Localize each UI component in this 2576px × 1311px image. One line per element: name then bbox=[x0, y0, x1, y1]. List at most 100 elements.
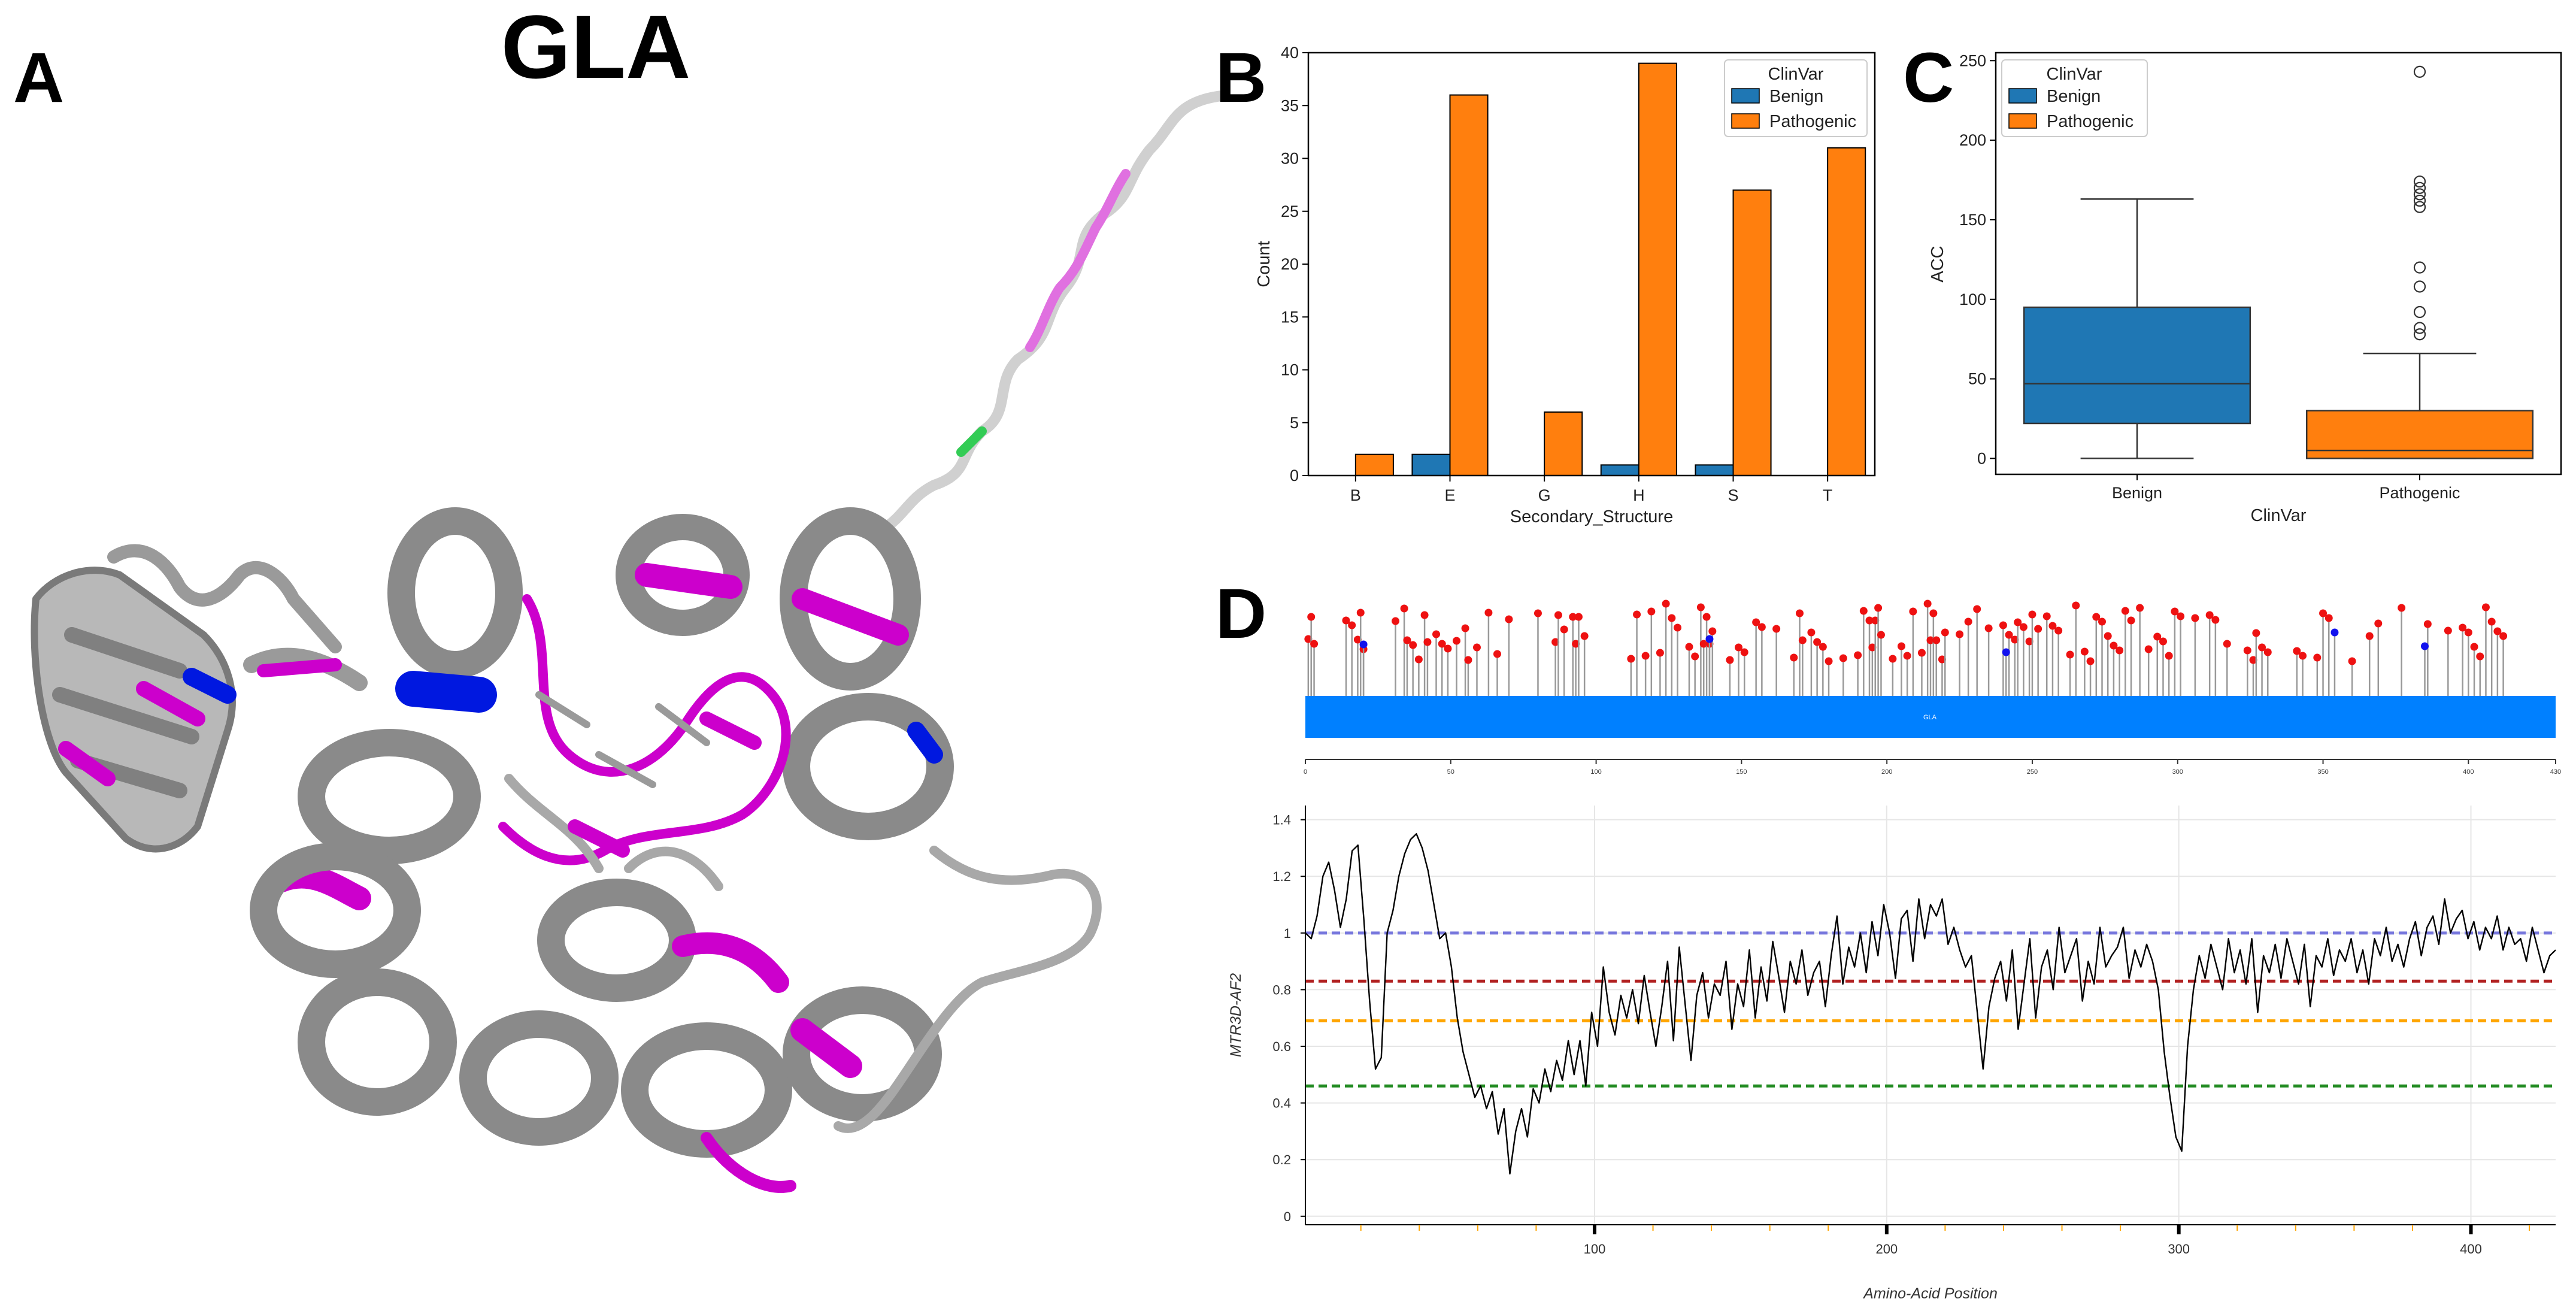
chart-c-legend-title: ClinVar bbox=[2047, 65, 2102, 84]
lollipop-xtick-label: 150 bbox=[1736, 768, 1747, 776]
lollipop-head-pathogenic bbox=[1342, 616, 1350, 625]
lollipop-head-pathogenic bbox=[1554, 611, 1562, 619]
lollipop-head-pathogenic bbox=[1423, 638, 1432, 646]
lollipop-head-pathogenic bbox=[1923, 600, 1932, 608]
panel-label-b: B bbox=[1216, 38, 1266, 117]
chart-d-lollipop: GLA 0 50 100 150 200 250 300 350 400 430 bbox=[1304, 600, 2561, 776]
lollipop-head-pathogenic bbox=[1973, 605, 1981, 613]
lollipop-head-pathogenic bbox=[2365, 632, 2374, 640]
lollipop-domain-bar bbox=[1305, 696, 2556, 738]
chart-c-outlier-pathogenic bbox=[2413, 280, 2426, 293]
lollipop-head-pathogenic bbox=[1403, 636, 1411, 644]
chart-b-bar-pathogenic-S bbox=[1732, 189, 1772, 476]
chart-c-xlabel: ClinVar bbox=[2251, 506, 2307, 525]
lollipop-head-pathogenic bbox=[2092, 613, 2101, 621]
chart-b-legend-title: ClinVar bbox=[1768, 65, 1824, 84]
lollipop-head-pathogenic bbox=[2423, 620, 2432, 628]
lollipop-head-pathogenic bbox=[1569, 613, 1577, 621]
chart-c-frame bbox=[1995, 52, 2562, 476]
lollipop-xtick-label: 350 bbox=[2317, 768, 2328, 776]
lollipop-head-pathogenic bbox=[1708, 627, 1717, 635]
lollipop-head-pathogenic bbox=[2153, 632, 2162, 641]
lollipop-head-pathogenic bbox=[1420, 611, 1429, 619]
chart-b-frame bbox=[1307, 52, 1876, 477]
lollipop-head-benign bbox=[2420, 642, 2429, 650]
lollipop-xtick-label: 0 bbox=[1304, 768, 1307, 776]
lollipop-stems bbox=[1304, 600, 2508, 696]
line-ylabel: MTR3D-AF2 bbox=[1228, 973, 1244, 1057]
chart-c-outlier-pathogenic bbox=[2413, 261, 2426, 274]
lollipop-head-pathogenic bbox=[2110, 641, 2118, 650]
lollipop-head-pathogenic bbox=[2098, 617, 2106, 626]
chart-b-bar-pathogenic-G bbox=[1544, 411, 1583, 476]
chart-c-outlier-pathogenic bbox=[2413, 201, 2426, 213]
lollipop-xtick-label: 250 bbox=[2027, 768, 2038, 776]
lollipop-head-pathogenic bbox=[2487, 617, 2496, 626]
lollipop-head-pathogenic bbox=[2499, 632, 2508, 640]
lollipop-head-pathogenic bbox=[1580, 632, 1589, 640]
chart-b-bar-benign-H bbox=[1600, 464, 1639, 476]
lollipop-head-pathogenic bbox=[1574, 613, 1583, 621]
lollipop-head-pathogenic bbox=[1534, 609, 1542, 617]
chart-c-ylabel: ACC bbox=[1928, 246, 1947, 282]
lollipop-head-pathogenic bbox=[1414, 655, 1423, 664]
line-xticks: 100 200 300 400 bbox=[1584, 1225, 2482, 1256]
lollipop-head-pathogenic bbox=[1874, 604, 1883, 612]
lollipop-head-pathogenic bbox=[1877, 631, 1885, 639]
lollipop-head-pathogenic bbox=[2263, 648, 2272, 656]
lollipop-head-pathogenic bbox=[1868, 643, 1877, 652]
chart-c-outlier-pathogenic bbox=[2413, 65, 2426, 78]
lollipop-head-pathogenic bbox=[1304, 635, 1313, 643]
lollipop-head-pathogenic bbox=[1627, 655, 1635, 663]
panel-a: A GLA bbox=[13, 0, 1227, 1193]
lollipop-head-pathogenic bbox=[1964, 617, 1972, 626]
lollipop-head-pathogenic bbox=[2464, 628, 2472, 637]
lollipop-head-pathogenic bbox=[1825, 657, 1833, 665]
chart-b-bar-pathogenic-H bbox=[1638, 62, 1677, 476]
lollipop-head-pathogenic bbox=[1926, 636, 1935, 644]
lollipop-head-pathogenic bbox=[1572, 640, 1580, 648]
lollipop-head-pathogenic bbox=[1903, 652, 1911, 660]
lollipop-head-pathogenic bbox=[1938, 655, 1946, 664]
lollipop-xtick-label: 50 bbox=[1447, 768, 1454, 776]
lollipop-head-pathogenic bbox=[2398, 604, 2406, 612]
lollipop-head-pathogenic bbox=[1696, 603, 1705, 611]
lollipop-head-pathogenic bbox=[2319, 609, 2328, 617]
line-ytick-label: 0.8 bbox=[1272, 982, 1291, 997]
line-ytick-label: 1.4 bbox=[1272, 813, 1291, 828]
chart-c-boxes bbox=[2023, 65, 2534, 459]
lollipop-head-pathogenic bbox=[1438, 640, 1446, 648]
line-yticks: 0 0.2 0.4 0.6 0.8 1 1.2 1.4 bbox=[1272, 813, 1305, 1224]
chart-b-xtick-label: B bbox=[1350, 486, 1361, 504]
lollipop-head-pathogenic bbox=[1932, 636, 1941, 644]
lollipop-head-pathogenic bbox=[1472, 643, 1481, 652]
lollipop-head-pathogenic bbox=[1772, 625, 1781, 633]
lollipop-head-pathogenic bbox=[1668, 614, 1676, 622]
chart-b-bar-benign-S bbox=[1695, 464, 1734, 476]
chart-b-legend-swatch-pathogenic bbox=[1731, 113, 1760, 129]
lollipop-head-pathogenic bbox=[1356, 608, 1365, 617]
lollipop-head-pathogenic bbox=[2121, 607, 2129, 615]
chart-b-ytick-label: 10 bbox=[1281, 361, 1299, 379]
chart-b-bar-benign-E bbox=[1411, 453, 1451, 477]
chart-b-xtick-label: E bbox=[1444, 486, 1455, 504]
lollipop-head-pathogenic bbox=[1807, 628, 1816, 637]
lollipop-head-pathogenic bbox=[2048, 622, 2057, 630]
lollipop-head-pathogenic bbox=[1560, 625, 1568, 634]
lollipop-head-pathogenic bbox=[2476, 652, 2484, 661]
line-xtick-label: 400 bbox=[2460, 1242, 2482, 1256]
line-ytick-label: 0.4 bbox=[1272, 1096, 1291, 1111]
chart-c-outlier-pathogenic bbox=[2413, 175, 2426, 188]
chart-b-xtick-label: G bbox=[1538, 486, 1551, 504]
lollipop-head-pathogenic bbox=[1484, 608, 1493, 617]
lollipop-head-pathogenic bbox=[1929, 609, 1938, 617]
lollipop-xtick-label: 430 bbox=[2550, 768, 2561, 776]
lollipop-head-benign bbox=[2330, 628, 2339, 637]
chart-c-legend-pathogenic: Pathogenic bbox=[2047, 112, 2133, 131]
lollipop-head-pathogenic bbox=[1909, 607, 1917, 616]
lollipop-head-pathogenic bbox=[2025, 637, 2033, 646]
lollipop-head-pathogenic bbox=[2211, 616, 2220, 624]
lollipop-head-pathogenic bbox=[2249, 656, 2257, 664]
